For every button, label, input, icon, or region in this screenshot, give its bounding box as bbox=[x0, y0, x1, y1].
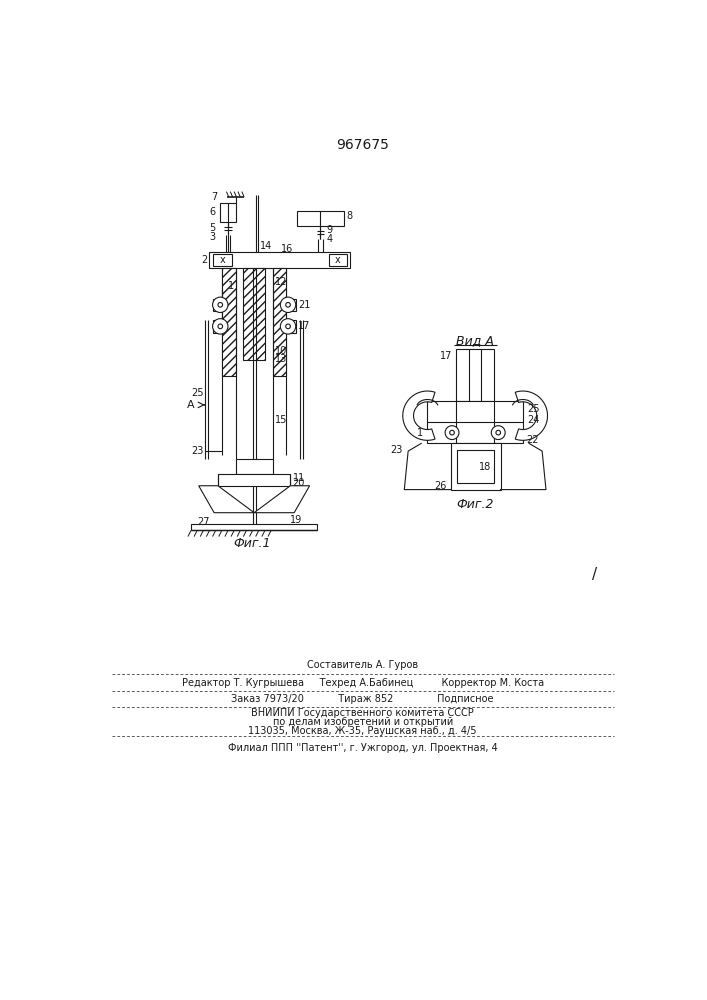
Text: 16: 16 bbox=[281, 244, 293, 254]
Circle shape bbox=[213, 297, 228, 312]
Text: Редактор Т. Кугрышева     Техред А.Бабинец         Корректор М. Коста: Редактор Т. Кугрышева Техред А.Бабинец К… bbox=[182, 678, 544, 688]
Text: 15: 15 bbox=[275, 415, 287, 425]
Text: Вид А: Вид А bbox=[456, 334, 494, 347]
Circle shape bbox=[286, 324, 291, 329]
Text: 19: 19 bbox=[291, 515, 303, 525]
Text: ВНИИПИ Государственного комитета СССР: ВНИИПИ Государственного комитета СССР bbox=[252, 708, 474, 718]
Text: 12: 12 bbox=[275, 277, 287, 287]
Text: 23: 23 bbox=[390, 445, 403, 455]
Polygon shape bbox=[254, 486, 310, 513]
Bar bbox=[214, 254, 232, 266]
Text: 13: 13 bbox=[275, 354, 287, 364]
Text: Составитель А. Гуров: Составитель А. Гуров bbox=[307, 660, 419, 670]
Text: по делам изобретений и открытий: по делам изобретений и открытий bbox=[273, 717, 453, 727]
Text: 23: 23 bbox=[192, 446, 204, 456]
Text: 5: 5 bbox=[209, 223, 216, 233]
Bar bbox=[450, 443, 501, 490]
Text: 24: 24 bbox=[527, 415, 540, 425]
Text: 25: 25 bbox=[527, 404, 540, 414]
Text: /: / bbox=[592, 567, 597, 582]
Text: 4: 4 bbox=[327, 234, 333, 244]
Text: 18: 18 bbox=[479, 462, 491, 472]
Bar bbox=[235, 459, 273, 474]
Text: 22: 22 bbox=[527, 435, 539, 445]
Bar bbox=[273, 268, 286, 376]
Text: 17: 17 bbox=[298, 321, 310, 331]
Bar bbox=[296, 211, 344, 226]
Text: 113035, Москва, Ж-35, Раушская наб., д. 4/5: 113035, Москва, Ж-35, Раушская наб., д. … bbox=[248, 726, 477, 736]
Bar bbox=[213, 320, 221, 333]
Bar bbox=[218, 474, 291, 486]
Text: Фиг.1: Фиг.1 bbox=[233, 537, 271, 550]
Circle shape bbox=[286, 302, 291, 307]
Text: 8: 8 bbox=[346, 211, 353, 221]
Bar bbox=[191, 524, 317, 530]
Text: Филиал ППП ''Патент'', г. Ужгород, ул. Проектная, 4: Филиал ППП ''Патент'', г. Ужгород, ул. П… bbox=[228, 743, 498, 753]
Text: 9: 9 bbox=[327, 225, 333, 235]
Bar bbox=[456, 349, 494, 401]
Circle shape bbox=[218, 302, 223, 307]
Circle shape bbox=[213, 319, 228, 334]
Text: 25: 25 bbox=[192, 388, 204, 398]
Polygon shape bbox=[199, 486, 254, 513]
Text: 967675: 967675 bbox=[337, 138, 389, 152]
Circle shape bbox=[281, 297, 296, 312]
Text: x: x bbox=[220, 255, 226, 265]
Bar bbox=[219, 203, 236, 222]
Text: 27: 27 bbox=[197, 517, 209, 527]
Text: 6: 6 bbox=[209, 207, 216, 217]
Text: 7: 7 bbox=[211, 192, 217, 202]
Polygon shape bbox=[403, 391, 435, 440]
Text: Фиг.2: Фиг.2 bbox=[457, 498, 494, 512]
Text: 17: 17 bbox=[440, 351, 452, 361]
Text: 14: 14 bbox=[259, 241, 271, 251]
Text: 2: 2 bbox=[201, 255, 207, 265]
Text: 11: 11 bbox=[293, 473, 305, 483]
Text: 1: 1 bbox=[228, 281, 234, 291]
Bar bbox=[243, 268, 265, 360]
Circle shape bbox=[491, 426, 506, 440]
Circle shape bbox=[281, 319, 296, 334]
Bar bbox=[288, 299, 296, 311]
Circle shape bbox=[496, 430, 501, 435]
Bar bbox=[209, 252, 351, 268]
Bar bbox=[222, 268, 235, 376]
Text: 21: 21 bbox=[298, 300, 310, 310]
Text: 1: 1 bbox=[417, 428, 423, 438]
Bar bbox=[428, 401, 523, 443]
Text: 26: 26 bbox=[434, 481, 447, 491]
Circle shape bbox=[450, 430, 455, 435]
Text: 20: 20 bbox=[293, 478, 305, 488]
Text: Заказ 7973/20           Тираж 852              Подписное: Заказ 7973/20 Тираж 852 Подписное bbox=[231, 694, 494, 704]
Circle shape bbox=[445, 426, 459, 440]
Text: А: А bbox=[187, 400, 194, 410]
Text: x: x bbox=[335, 255, 341, 265]
Text: 10: 10 bbox=[275, 346, 287, 356]
Bar bbox=[288, 320, 296, 333]
Bar bbox=[457, 450, 494, 483]
Circle shape bbox=[218, 324, 223, 329]
Bar bbox=[213, 299, 221, 311]
Text: 3: 3 bbox=[209, 232, 216, 242]
Polygon shape bbox=[515, 391, 547, 440]
Bar bbox=[329, 254, 347, 266]
